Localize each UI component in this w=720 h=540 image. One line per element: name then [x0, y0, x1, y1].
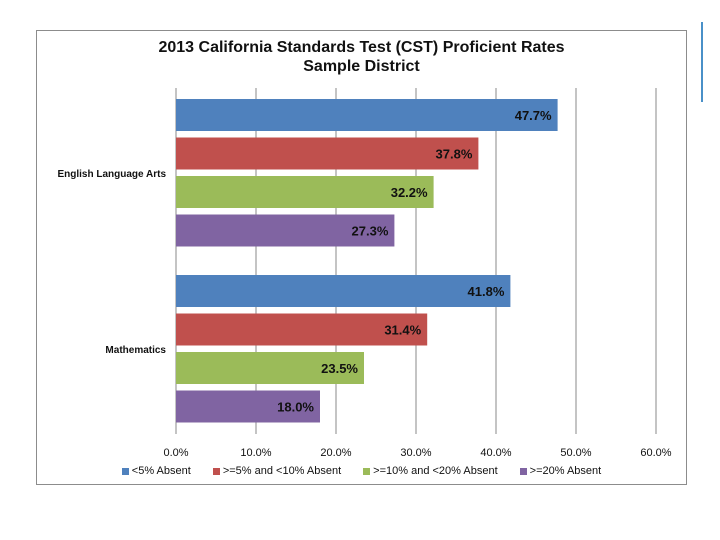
chart-subtitle: Sample District [303, 58, 420, 75]
slide-edge-accent [701, 22, 703, 102]
bar [176, 275, 511, 307]
bar [176, 390, 320, 423]
x-tick-label: 60.0% [640, 447, 671, 459]
data-label: 27.3% [352, 224, 389, 239]
legend-item: >=20% Absent [519, 465, 602, 477]
legend-swatch [212, 467, 220, 475]
data-label: 18.0% [277, 400, 314, 415]
x-tick-label: 10.0% [240, 447, 271, 459]
data-label: 41.8% [468, 284, 505, 299]
bar [176, 176, 434, 208]
y-category-label: English Language Arts [57, 169, 166, 180]
chart-title: 2013 California Standards Test (CST) Pro… [158, 39, 565, 56]
legend-swatch [519, 467, 527, 475]
bar [176, 352, 364, 384]
legend-label: >=10% and <20% Absent [373, 465, 498, 477]
bar [176, 214, 395, 247]
legend-item: >=5% and <10% Absent [212, 465, 342, 477]
chart-title-block: 2013 California Standards Test (CST) Pro… [36, 38, 687, 76]
data-label: 23.5% [321, 361, 358, 376]
x-tick-label: 0.0% [163, 447, 188, 459]
legend-swatch [121, 467, 129, 475]
data-label: 47.7% [515, 108, 552, 123]
bar [176, 137, 479, 170]
bar [176, 99, 558, 131]
x-tick-label: 30.0% [400, 447, 431, 459]
legend-label: <5% Absent [131, 465, 191, 477]
data-label: 37.8% [436, 147, 473, 162]
bar [176, 313, 428, 346]
legend-label: >=20% Absent [529, 465, 602, 477]
chart-legend: <5% Absent >=5% and <10% Absent >=10% and … [36, 465, 687, 477]
y-category-label: Mathematics [105, 345, 166, 356]
legend-label: >=5% and <10% Absent [222, 465, 342, 477]
data-label: 32.2% [391, 185, 428, 200]
legend-item: <5% Absent [121, 465, 191, 477]
x-tick-label: 50.0% [560, 447, 591, 459]
legend-item: >=10% and <20% Absent [363, 465, 498, 477]
legend-swatch [363, 467, 371, 475]
x-tick-label: 40.0% [480, 447, 511, 459]
data-label: 31.4% [384, 323, 421, 338]
x-tick-label: 20.0% [320, 447, 351, 459]
